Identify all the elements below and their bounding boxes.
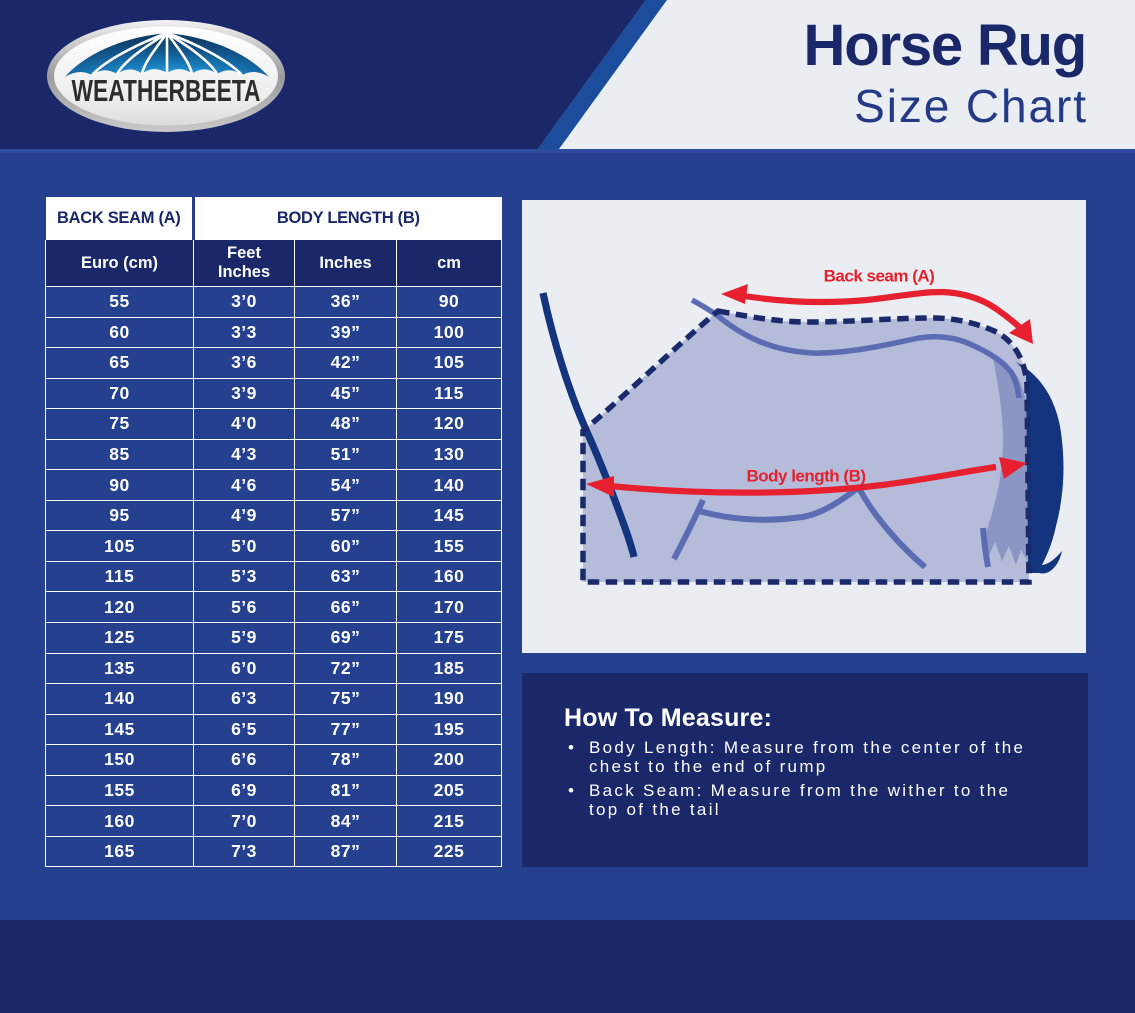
svg-text:Back seam (A): Back seam (A)	[824, 267, 935, 286]
svg-text:Body length (B): Body length (B)	[746, 467, 865, 486]
svg-text:WEATHERBEETA: WEATHERBEETA	[72, 74, 261, 108]
